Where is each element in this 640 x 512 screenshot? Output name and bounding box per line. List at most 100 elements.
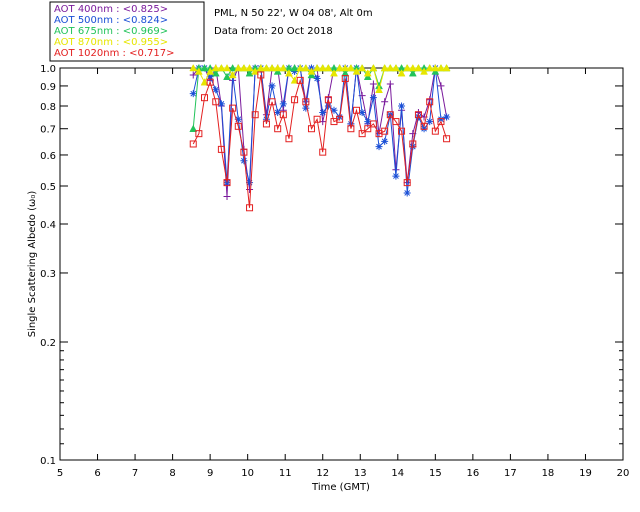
data-point [212, 86, 220, 94]
data-point [397, 69, 406, 77]
legend-entry-1020: AOT 1020nm : <0.717> [54, 48, 174, 59]
x-tick-label: 19 [579, 468, 592, 479]
x-tick-label: 15 [429, 468, 442, 479]
data-point [195, 130, 203, 138]
data-point [234, 122, 242, 130]
data-point [319, 148, 327, 156]
data-point [206, 78, 214, 86]
data-point [229, 104, 237, 112]
data-point [386, 63, 395, 72]
data-point [290, 76, 299, 84]
data-point [302, 98, 310, 106]
data-point [403, 179, 411, 187]
data-point [381, 98, 389, 106]
data-point [268, 82, 276, 90]
data-point [239, 63, 248, 72]
data-point [420, 125, 428, 133]
data-point [240, 148, 248, 156]
data-point [375, 143, 383, 151]
series-layer [189, 63, 451, 212]
data-point [335, 63, 344, 72]
x-tick-label: 5 [57, 468, 63, 479]
y-tick-label: 0.4 [40, 220, 56, 231]
data-point [313, 115, 321, 123]
data-point [290, 63, 299, 72]
data-point [341, 75, 349, 83]
data-point [307, 125, 315, 133]
data-point [336, 115, 344, 123]
y-tick-label: 1.0 [40, 64, 56, 75]
y-tick-label: 0.1 [40, 456, 56, 467]
y-axis-title: Single Scattering Albedo (ω₀) [27, 191, 38, 338]
data-point [414, 63, 423, 72]
data-point [330, 69, 338, 77]
x-tick-label: 13 [354, 468, 367, 479]
data-point [369, 120, 377, 128]
data-point [426, 118, 434, 126]
data-point [369, 63, 378, 72]
data-point [223, 63, 231, 72]
data-point [189, 71, 197, 79]
data-point [200, 63, 209, 72]
data-point [234, 63, 243, 72]
x-tick-label: 17 [504, 468, 517, 479]
data-point [318, 63, 327, 72]
legend: AOT 400nm : <0.825> AOT 500nm : <0.824> … [49, 1, 205, 62]
data-point [268, 63, 276, 72]
data-point [431, 127, 439, 135]
data-point [291, 96, 299, 104]
data-point [324, 96, 332, 104]
data-point [234, 115, 242, 123]
data-point [189, 140, 197, 148]
data-point [380, 63, 389, 72]
data-point [211, 63, 220, 72]
series-aot-500nm [189, 64, 451, 197]
data-point [386, 111, 394, 119]
data-point [369, 80, 377, 88]
data-point [347, 125, 355, 133]
data-point [206, 73, 214, 81]
data-point [302, 104, 310, 112]
x-tick-label: 14 [391, 468, 404, 479]
legend-entry-675: AOT 675nm : <0.969> [54, 26, 168, 37]
data-point [223, 72, 231, 80]
data-point [398, 127, 406, 135]
data-point [425, 63, 434, 72]
data-point [189, 90, 197, 98]
data-point [279, 63, 288, 72]
data-point [194, 67, 203, 75]
data-point [420, 122, 428, 130]
plot-frame [59, 67, 624, 461]
data-point [285, 135, 293, 143]
x-tick-label: 9 [207, 468, 213, 479]
data-point [369, 94, 377, 102]
data-point [279, 111, 287, 119]
data-point [279, 100, 287, 108]
data-point [363, 69, 372, 77]
x-tick-label: 12 [316, 468, 329, 479]
data-point [262, 63, 271, 72]
legend-entry-870: AOT 870nm : <0.955> [54, 37, 168, 48]
legend-entry-500: AOT 500nm : <0.824> [54, 15, 168, 26]
data-point [330, 106, 338, 114]
data-point [273, 63, 282, 72]
data-point [245, 63, 254, 72]
y-tick-label: 0.7 [40, 125, 56, 136]
data-point [240, 157, 248, 165]
x-tick-label: 11 [279, 468, 292, 479]
x-tick-label: 16 [466, 468, 479, 479]
data-point [217, 100, 225, 108]
data-point [246, 179, 254, 187]
data-point [437, 82, 445, 90]
data-point [437, 118, 445, 126]
data-point [414, 111, 422, 119]
data-point [189, 63, 198, 72]
data-point [285, 69, 293, 77]
data-point [442, 63, 451, 72]
data-point [307, 70, 316, 79]
data-point [212, 98, 220, 106]
series-line [192, 74, 448, 208]
data-point [256, 63, 265, 72]
data-point [274, 125, 282, 133]
